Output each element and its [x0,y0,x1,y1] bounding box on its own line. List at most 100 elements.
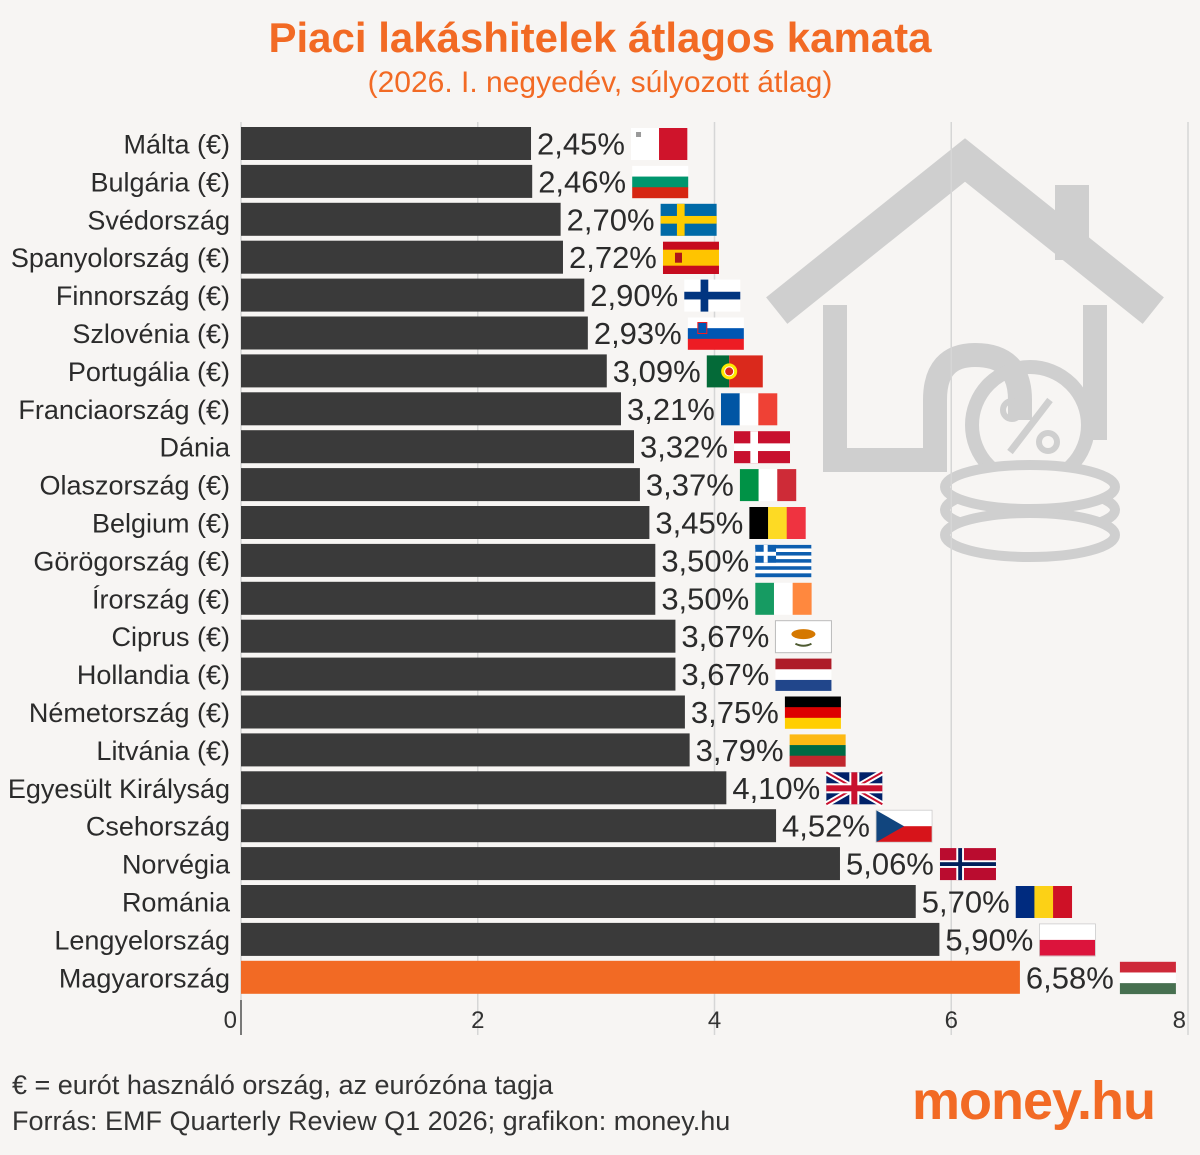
value-label: 2,45% [537,127,625,162]
bar-1 [241,164,533,198]
chart-title: Piaci lakáshitelek átlagos kamata [268,14,932,61]
category-label: Románia [122,888,231,918]
greece-flag-icon [755,544,812,578]
bar-10 [241,506,650,539]
logo-main: money [912,1071,1078,1131]
house-percent-coins-icon [766,138,1164,562]
chart-subtitle: (2026. I. negyedév, súlyozott átlag) [367,66,833,99]
value-label: 3,37% [646,468,734,503]
x-axis: 0 2 4 6 8 [224,1000,1186,1035]
value-label: 2,70% [567,202,655,237]
x-tick-label: 2 [471,1007,484,1034]
category-label: Németország (€) [29,698,230,728]
bulgaria-flag-icon [632,165,689,199]
value-label: 4,10% [732,771,820,806]
czechia-flag-icon [875,809,933,843]
value-label: 3,50% [661,543,749,578]
finland-flag-icon [684,279,741,312]
spain-flag-icon [662,241,719,274]
bar-13 [241,619,676,653]
x-tick-label: 8 [1173,1007,1186,1034]
value-label: 2,93% [594,316,682,351]
value-label: 3,75% [691,695,779,730]
ireland-flag-icon [755,582,812,615]
category-label: Belgium (€) [92,509,230,539]
category-label: Hollandia (€) [77,660,230,690]
category-label: Svédország [87,205,230,235]
value-label: 2,46% [538,164,626,199]
value-label: 5,90% [945,922,1033,957]
bar-7 [241,392,621,426]
category-label: Lengyelország [54,925,230,955]
category-label: Magyarország [59,963,230,993]
bar-19 [241,847,840,881]
germany-flag-icon [784,696,841,729]
value-label: 3,50% [661,581,749,616]
bar-12 [241,581,656,615]
bar-11 [241,543,656,577]
category-label: Írország (€) [92,584,230,614]
category-label: Spanyolország (€) [11,243,230,273]
romania-flag-icon [1015,886,1073,918]
x-tick-label: 0 [224,1007,237,1034]
bar-8 [241,430,635,464]
category-label: Olaszország (€) [39,471,230,501]
norway-flag-icon [939,848,996,881]
category-label: Ciprus (€) [111,622,230,652]
bar-2 [241,202,561,236]
category-label: Csehország [86,812,230,842]
category-label: Franciaország (€) [18,395,230,425]
bar-5 [241,316,588,350]
category-label: Görögország (€) [33,546,230,576]
sweden-flag-icon [660,203,717,236]
bar-22 [241,960,1020,994]
value-label: 6,58% [1026,960,1114,995]
x-tick-label: 4 [708,1007,721,1034]
category-label: Bulgária (€) [90,167,230,197]
category-label: Málta (€) [123,130,230,160]
bar-20 [241,885,916,918]
slovenia-flag-icon [687,317,744,350]
category-label: Egyesült Királyság [8,774,230,804]
bar-17 [241,771,727,805]
money-hu-logo: money.hu [912,1066,1192,1136]
value-label: 3,21% [627,392,715,427]
grid-lines [240,122,1189,1035]
netherlands-flag-icon [775,658,832,691]
x-tick-label: 6 [945,1007,958,1034]
bar-6 [241,354,607,388]
portugal-flag-icon [706,355,763,388]
denmark-flag-icon [734,431,791,464]
belgium-flag-icon [749,507,806,539]
value-label: 4,52% [782,809,870,844]
value-label: 5,06% [846,847,934,882]
category-label: Litvánia (€) [96,736,230,766]
value-label: 2,72% [569,240,657,275]
value-label: 5,70% [922,885,1010,920]
uk-flag-icon [824,769,884,807]
bar-21 [241,922,940,956]
category-label: Norvégia [122,850,231,880]
bar-14 [241,657,676,691]
value-label: 3,79% [696,733,784,768]
poland-flag-icon [1039,923,1096,957]
hungary-flag-icon [1119,961,1176,995]
bar-16 [241,733,690,767]
malta-flag-icon [631,128,688,160]
category-label: Szlovénia (€) [72,319,230,349]
bar-3 [241,240,563,274]
value-label: 3,67% [681,619,769,654]
category-label: Finnország (€) [56,281,230,311]
logo-suffix: .hu [1077,1071,1156,1131]
category-label: Portugália (€) [68,357,230,387]
value-label: 3,32% [640,430,728,465]
value-label: 3,67% [681,657,769,692]
value-label: 3,45% [655,506,743,541]
bars: Málta (€) 2,45% Bulgária (€) 2,46% Svédorszá… [8,127,1176,995]
cyprus-flag-icon [774,620,832,654]
category-label: Dánia [159,433,231,463]
bar-15 [241,695,685,729]
bar-18 [241,809,777,843]
lithuania-flag-icon [789,734,846,767]
